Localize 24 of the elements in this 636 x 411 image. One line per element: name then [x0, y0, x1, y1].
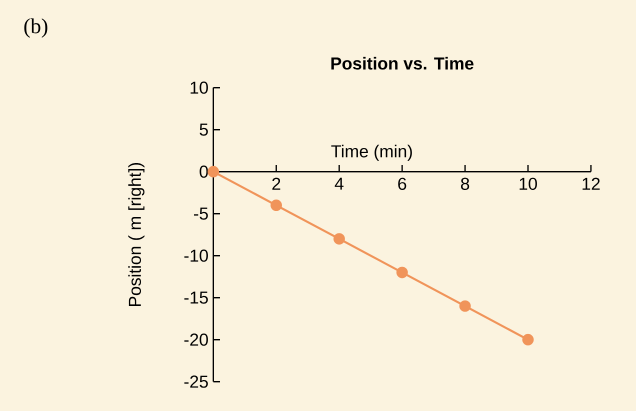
x-tick-label: 6 — [398, 178, 406, 190]
y-tick-label: 10 — [190, 82, 208, 94]
y-tick-label: 0 — [200, 166, 208, 178]
y-tick-label: -10 — [184, 250, 208, 262]
point — [459, 300, 471, 312]
y-tick-label: -15 — [184, 292, 208, 304]
point — [208, 166, 220, 178]
point — [333, 233, 345, 245]
x-tick-label: 2 — [272, 178, 280, 190]
y-tick-label: 5 — [200, 124, 208, 136]
point — [396, 266, 408, 278]
x-tick-label: 4 — [334, 178, 344, 190]
y-tick-label: -5 — [194, 208, 208, 220]
y-axis-title: Position ( m [right]) — [128, 163, 144, 306]
y-tick-label: -20 — [184, 334, 208, 346]
x-tick-label: 12 — [582, 178, 600, 190]
y-tick-label: -25 — [184, 376, 208, 388]
chart-title: Position vs. Time — [331, 56, 474, 70]
x-tick-label: 8 — [461, 178, 470, 190]
x-axis-title: Time (min) — [331, 144, 412, 161]
text: (b) — [24, 18, 48, 38]
x-tick-label: 10 — [520, 178, 537, 190]
point — [270, 200, 282, 211]
point — [522, 334, 534, 346]
